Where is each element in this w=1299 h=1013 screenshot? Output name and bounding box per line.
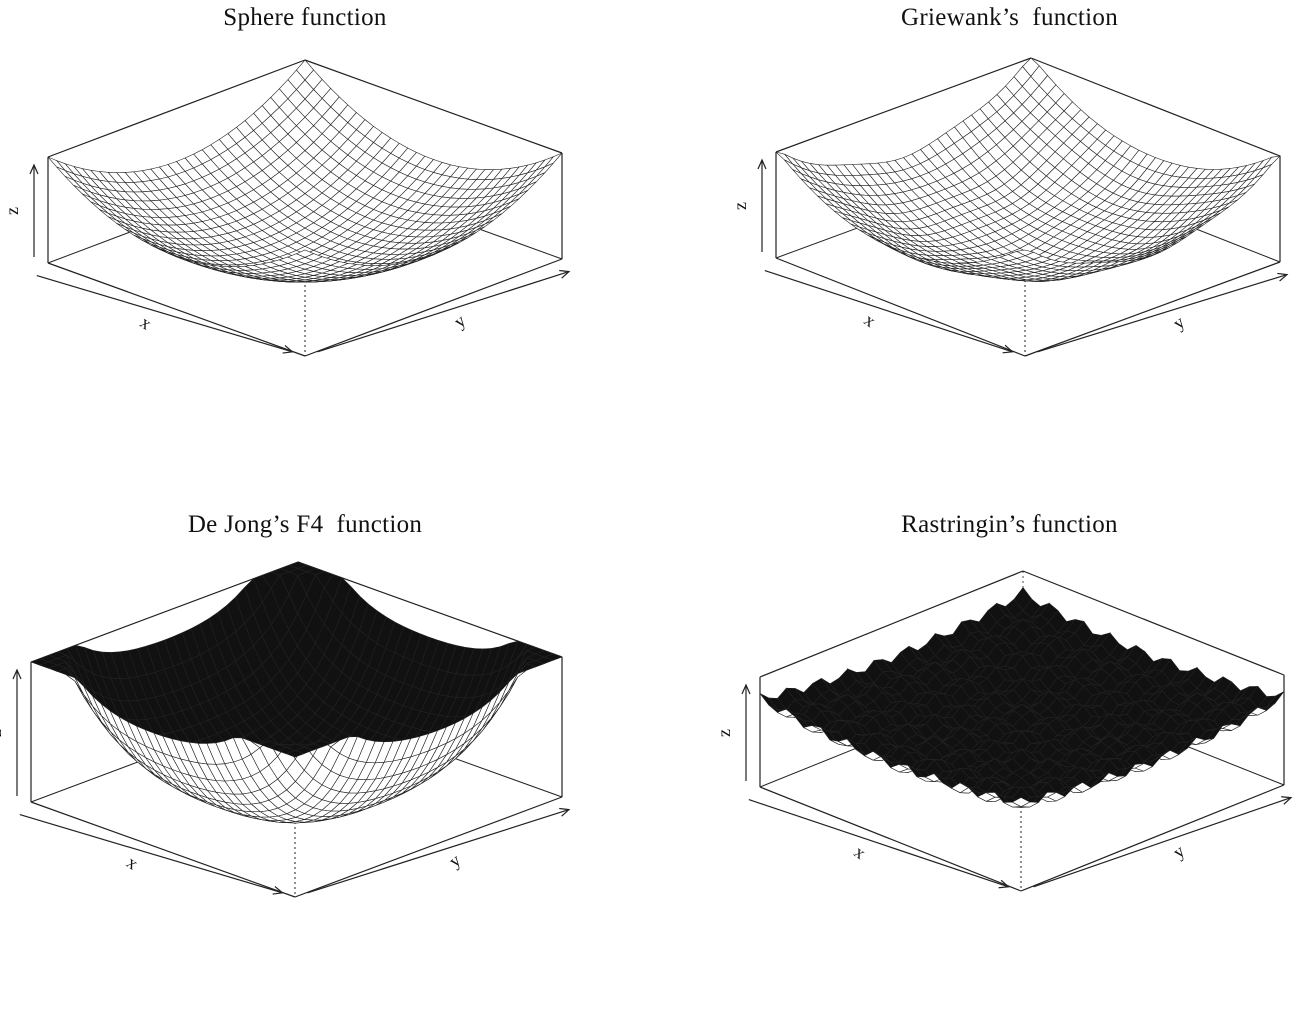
x-arrowhead: [282, 344, 294, 354]
mesh-cell: [285, 750, 305, 758]
panel-title: Sphere function: [223, 4, 387, 31]
y-axis-label: y: [450, 310, 469, 331]
y-axis-label: y: [1169, 312, 1188, 333]
y-axis-arrow: [307, 809, 570, 894]
panel-title: Griewank’s function: [900, 4, 1119, 31]
x-axis-label: x: [137, 312, 156, 334]
z-axis-label: z: [2, 207, 22, 215]
surface-mesh: [47, 59, 563, 283]
y-axis-arrow: [1033, 797, 1292, 888]
surface-plot-dejong: x y z: [0, 561, 571, 898]
x-axis-arrow: [748, 799, 1009, 888]
x-axis-arrow: [36, 275, 293, 353]
x-axis-arrow: [764, 270, 1013, 353]
x-axis-label: x: [861, 310, 880, 332]
y-arrowhead: [1281, 796, 1293, 805]
surface-mesh: [775, 57, 1281, 282]
surface-mesh: [759, 587, 1285, 808]
x-arrowhead: [1002, 344, 1014, 354]
z-axis-label: z: [730, 202, 750, 210]
y-axis-label: y: [1169, 841, 1188, 862]
x-axis-label: x: [123, 852, 142, 874]
surface-mesh: [30, 561, 563, 824]
x-axis-label: x: [851, 842, 870, 864]
surface-plot-griewank: x y z: [730, 57, 1289, 357]
z-arrowhead: [12, 668, 22, 680]
mesh-cell: [1011, 797, 1031, 807]
x-arrowhead: [272, 885, 284, 895]
y-arrowhead: [559, 807, 571, 817]
mesh-cell: [295, 249, 315, 258]
z-arrowhead: [741, 683, 751, 695]
y-arrowhead: [559, 269, 571, 279]
panel-dejong: De Jong’s F4 function x y z: [0, 507, 610, 1013]
panel-griewank: Griewank’s function x y z: [720, 0, 1299, 500]
surface-plot-rastrigin: x y z: [714, 570, 1293, 892]
z-arrowhead: [757, 158, 767, 170]
panel-rastrigin: Rastringin’s function x y z: [714, 507, 1299, 1013]
y-axis-arrow: [317, 271, 570, 353]
panel-title: De Jong’s F4 function: [187, 511, 423, 538]
y-arrowhead: [1277, 272, 1289, 282]
panel-sphere: Sphere function x y z: [0, 0, 610, 500]
x-axis-arrow: [19, 814, 283, 894]
panel-title: Rastringin’s function: [901, 511, 1118, 538]
surface-plot-sphere: x y z: [2, 59, 571, 357]
y-axis-label: y: [445, 850, 464, 871]
x-arrowhead: [998, 879, 1010, 889]
z-axis-label: z: [714, 729, 734, 737]
y-axis-arrow: [1037, 274, 1288, 353]
z-axis-label: z: [0, 729, 5, 737]
mesh-cell: [1015, 249, 1035, 256]
z-arrowhead: [29, 163, 39, 175]
